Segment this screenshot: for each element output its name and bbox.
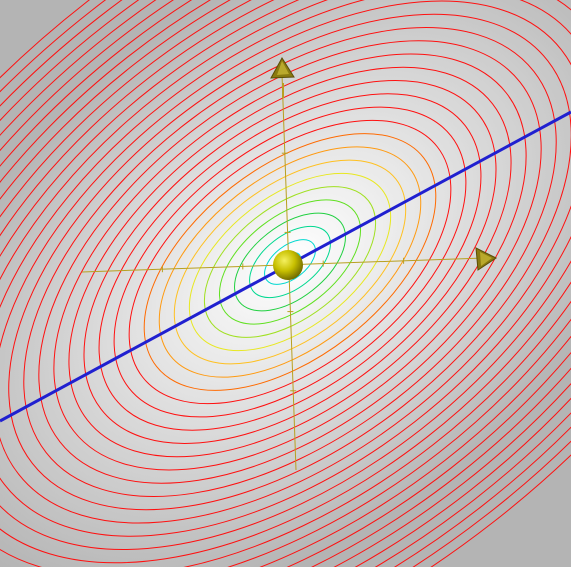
contour-line [173, 159, 407, 365]
contour-line [218, 199, 362, 325]
contour-line [249, 225, 331, 299]
contour-line [264, 239, 316, 285]
vertical-axis-arrow-icon[interactable] [270, 57, 295, 79]
contour-line [113, 106, 467, 418]
contour-line [158, 146, 422, 378]
contour-line [188, 172, 392, 352]
contour-line [53, 53, 527, 471]
contour-line [98, 93, 482, 431]
contour-line [68, 66, 512, 458]
horizontal-axis-arrow-icon[interactable] [475, 247, 497, 271]
contour-line [143, 133, 437, 391]
contour-line [203, 186, 377, 338]
contour-line [128, 119, 452, 405]
minimum-marker[interactable] [273, 250, 303, 280]
contour-line [83, 80, 497, 444]
contour-line [234, 212, 346, 312]
